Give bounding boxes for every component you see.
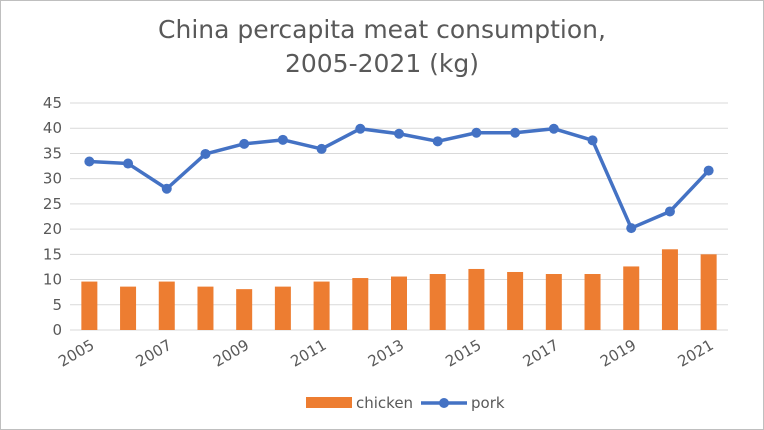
bar-chicken-2021	[700, 254, 717, 330]
point-pork-2021	[703, 165, 714, 176]
point-pork-2011	[316, 143, 327, 154]
bar-chicken-2014	[429, 274, 446, 330]
x-tick-label: 2013	[365, 336, 407, 371]
bar-chicken-2013	[391, 276, 407, 330]
chart-title-line1: China percapita meat consumption,	[158, 15, 606, 44]
y-tick-label: 25	[43, 195, 62, 213]
y-tick-label: 45	[43, 94, 62, 112]
point-pork-2014	[432, 136, 443, 147]
point-pork-2020	[664, 206, 675, 217]
bar-chicken-2009	[236, 289, 253, 330]
bar-chicken-2016	[507, 271, 524, 330]
y-tick-label: 30	[43, 170, 62, 188]
bar-chicken-2011	[313, 281, 330, 330]
point-pork-2008	[200, 148, 211, 159]
legend-label-pork: pork	[471, 394, 505, 412]
point-pork-2005	[84, 156, 95, 167]
y-tick-label: 0	[52, 321, 62, 339]
point-pork-2018	[587, 135, 598, 146]
bar-chicken-2007	[158, 281, 175, 330]
x-tick-label: 2015	[442, 336, 484, 371]
bar-chicken-2005	[81, 281, 98, 330]
x-tick-label: 2009	[210, 336, 252, 371]
point-pork-2012	[355, 123, 366, 134]
point-pork-2016	[510, 127, 521, 138]
x-tick-label: 2007	[133, 336, 175, 371]
legend-label-chicken: chicken	[356, 394, 413, 412]
x-tick-label: 2011	[288, 336, 330, 371]
point-pork-2006	[123, 158, 134, 169]
bar-chicken-2006	[120, 286, 137, 330]
y-tick-label: 15	[43, 245, 62, 263]
point-pork-2010	[277, 134, 288, 145]
point-pork-2007	[161, 183, 172, 194]
y-tick-label: 20	[43, 220, 62, 238]
x-tick-label: 2005	[55, 336, 97, 371]
point-pork-2019	[626, 223, 637, 234]
point-pork-2015	[471, 127, 482, 138]
bar-chicken-2015	[468, 268, 485, 330]
y-tick-label: 35	[43, 144, 62, 162]
bar-chicken-2012	[352, 278, 369, 330]
chart-title-line2: 2005-2021 (kg)	[284, 49, 480, 78]
y-tick-label: 5	[52, 296, 62, 314]
x-tick-label: 2021	[675, 336, 717, 371]
bar-chicken-2010	[274, 286, 291, 330]
legend-swatch-chicken	[306, 397, 352, 408]
point-pork-2013	[394, 128, 404, 139]
x-tick-label: 2017	[520, 336, 562, 371]
bar-chicken-2019	[623, 266, 640, 330]
bar-chicken-2017	[545, 274, 562, 330]
legend-marker-pork	[439, 398, 449, 408]
y-tick-label: 10	[43, 271, 62, 289]
bar-chicken-2008	[197, 286, 214, 330]
y-tick-label: 40	[43, 119, 62, 137]
bar-chicken-2020	[661, 249, 678, 330]
point-pork-2009	[239, 138, 250, 149]
bar-chicken-2018	[584, 274, 601, 330]
point-pork-2017	[548, 123, 559, 134]
x-tick-label: 2019	[597, 336, 639, 371]
